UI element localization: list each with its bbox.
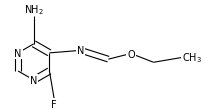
Text: N: N bbox=[77, 46, 84, 56]
Text: NH$_2$: NH$_2$ bbox=[24, 3, 44, 16]
Text: O: O bbox=[127, 49, 135, 59]
Text: F: F bbox=[51, 99, 57, 109]
Text: N: N bbox=[14, 48, 22, 58]
Text: N: N bbox=[30, 75, 37, 85]
Text: CH$_3$: CH$_3$ bbox=[182, 51, 202, 65]
